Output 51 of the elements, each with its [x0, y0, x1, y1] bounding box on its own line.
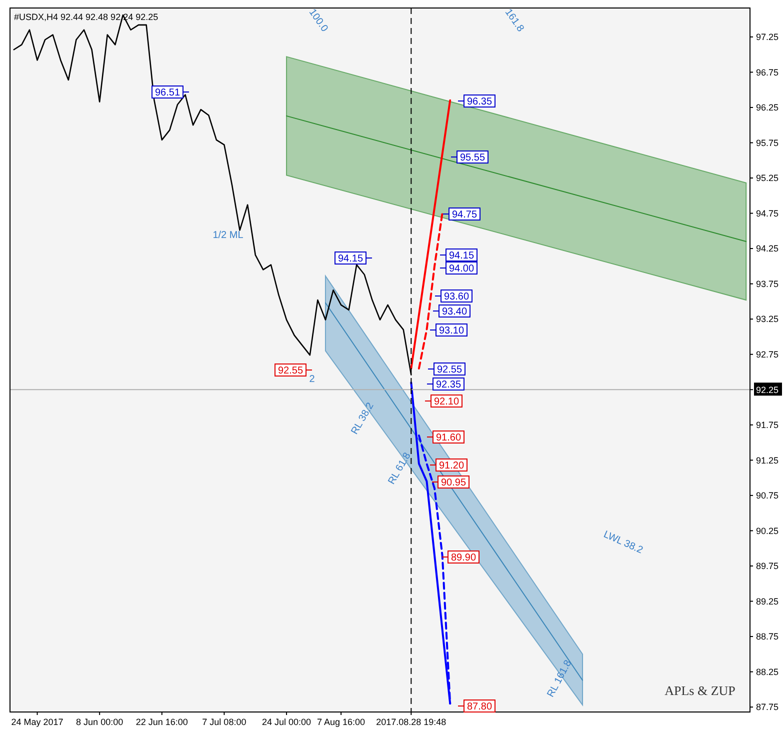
y-tick-label: 92.25: [756, 384, 779, 395]
annotation: 94.00: [448, 264, 474, 274]
y-tick-label: 90.75: [756, 490, 779, 501]
annotation: 1/2 ML: [212, 230, 244, 241]
annotation: 91.60: [436, 432, 462, 444]
annotation: 93.40: [442, 306, 468, 318]
y-tick-label: 87.75: [756, 702, 779, 712]
x-tick-label: 7 Aug 16:00: [317, 717, 366, 727]
annotation: 95.55: [460, 152, 486, 164]
annotation: 92.35: [436, 380, 462, 390]
y-tick-label: 93.25: [756, 314, 779, 324]
y-tick-label: 94.25: [756, 244, 779, 254]
y-tick-label: 95.75: [756, 138, 779, 148]
x-tick-label: 24 Jul 00:00: [262, 717, 312, 727]
annotation: APLs & ZUP: [664, 683, 736, 698]
y-tick-label: 97.25: [756, 32, 779, 42]
annotation: 87.80: [466, 702, 492, 712]
y-tick-label: 93.75: [756, 278, 779, 289]
y-tick-label: 95.25: [756, 173, 779, 184]
annotation: 96.51: [154, 88, 180, 98]
y-tick-label: 89.75: [756, 561, 779, 572]
annotation: 90.95: [440, 478, 466, 488]
annotation: 92.55: [436, 364, 462, 376]
annotation: 93.60: [444, 292, 470, 302]
y-tick-label: 89.25: [756, 596, 779, 606]
annotation: 93.10: [438, 326, 464, 336]
annotation: 94.15: [338, 254, 364, 264]
y-tick-label: 88.75: [756, 632, 779, 642]
x-tick-label: 8 Jun 00:00: [76, 717, 124, 727]
y-tick-label: 94.75: [756, 208, 779, 218]
x-tick-label: 2017.08.28 19:48: [376, 717, 446, 727]
annotation: RL 161.8: [545, 658, 574, 700]
y-tick-label: 90.25: [756, 526, 779, 536]
y-tick-label: 96.25: [756, 102, 779, 113]
x-tick-label: 24 May 2017: [11, 717, 64, 727]
y-tick-label: 96.75: [756, 67, 779, 78]
annotation: 89.90: [450, 552, 476, 564]
x-tick-label: 7 Jul 08:00: [202, 717, 246, 727]
x-tick-label: 22 Jun 16:00: [136, 717, 188, 727]
annotation: 2: [309, 374, 316, 385]
annotation: 94.15: [448, 250, 474, 262]
annotation: LWL 38.2: [602, 529, 645, 556]
annotation: 92.10: [434, 396, 460, 408]
annotation: 91.20: [438, 460, 464, 472]
y-tick-label: 92.75: [756, 350, 779, 360]
annotation: 96.35: [466, 96, 492, 108]
annotation: 92.55: [278, 366, 304, 376]
y-tick-label: 88.25: [756, 666, 779, 677]
y-tick-label: 91.75: [756, 420, 779, 430]
y-tick-label: 91.25: [756, 455, 779, 466]
annotation: 94.75: [452, 210, 478, 220]
